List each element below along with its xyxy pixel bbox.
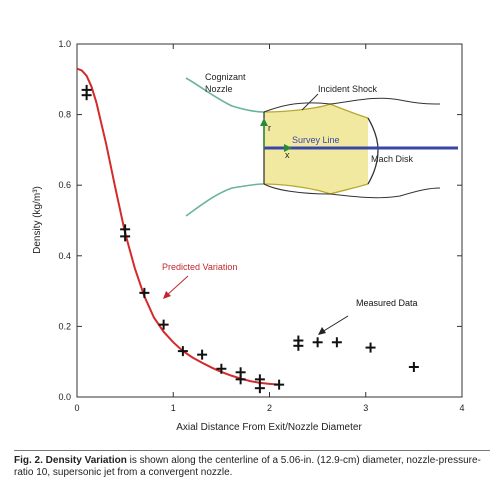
caption-lead: Fig. 2. Density Variation — [14, 455, 127, 466]
y-tick-label: 0.8 — [58, 110, 71, 120]
density-chart: 0 1 2 3 4 0.0 0.2 0.4 0.6 0.8 1.0 Axial Distance … — [32, 39, 465, 433]
predicted-arrow-shaft — [165, 275, 189, 297]
predicted-curve-layer — [76, 67, 280, 386]
y-tick-label: 1.0 — [58, 39, 71, 49]
measured-point — [331, 337, 342, 348]
measured-point — [365, 342, 376, 353]
measured-point — [120, 231, 131, 242]
label-x: x — [285, 150, 290, 160]
y-axis-label: Density (kg/m³) — [32, 186, 43, 254]
jet-boundary-lower — [263, 183, 441, 199]
y-tick-label: 0.4 — [58, 251, 71, 261]
label-survey-line: Survey Line — [292, 135, 340, 145]
x-tick-labels: 0 1 2 3 4 — [74, 403, 464, 413]
r-arrowhead — [260, 118, 268, 126]
jet-boundary-upper — [263, 97, 441, 113]
measured-point — [197, 349, 208, 360]
y-tick-label: 0.0 — [58, 392, 71, 402]
label-nozzle-line1: Cognizant — [205, 72, 246, 82]
nozzle-lower-wall — [185, 183, 265, 217]
caption-text: is shown along the centerline of a 5.06-… — [14, 455, 481, 478]
label-r: r — [268, 123, 271, 133]
x-tick-label: 2 — [267, 403, 272, 413]
annotation-measured-data-line1: Measured Data — [356, 298, 418, 308]
plot-frame — [76, 43, 463, 398]
measured-point — [235, 374, 246, 385]
predicted-variation-line — [76, 67, 280, 386]
predicted-arrowhead — [163, 291, 171, 299]
y-tick-label: 0.2 — [58, 321, 71, 331]
measured-point — [254, 374, 265, 385]
figure-caption: Fig. 2. Density Variation is shown along… — [14, 455, 490, 479]
x-arrowhead — [284, 144, 292, 152]
measured-point — [408, 361, 419, 372]
axis-ticks — [76, 43, 463, 398]
measured-point — [81, 90, 92, 101]
measured-point — [254, 383, 265, 394]
x-tick-label: 0 — [74, 403, 79, 413]
measured-points-layer — [81, 84, 419, 394]
mach-disk — [367, 117, 379, 185]
measured-arrow-shaft — [321, 315, 349, 333]
measured-point — [177, 346, 188, 357]
y-tick-labels: 0.0 0.2 0.4 0.6 0.8 1.0 — [58, 39, 71, 402]
x-axis-label: Axial Distance From Exit/Nozzle Diameter — [176, 422, 362, 433]
measured-point — [293, 340, 304, 351]
incident-shock-leader — [301, 93, 319, 111]
measured-point — [312, 337, 323, 348]
nozzle-upper-wall — [185, 77, 265, 113]
label-mach-disk: Mach Disk — [371, 154, 414, 164]
label-nozzle-line2: Nozzle — [205, 84, 233, 94]
measured-point — [216, 363, 227, 374]
label-incident-shock: Incident Shock — [318, 84, 378, 94]
measured-point — [274, 379, 285, 390]
y-tick-label: 0.6 — [58, 180, 71, 190]
measured-point — [158, 319, 169, 330]
x-tick-label: 3 — [363, 403, 368, 413]
x-tick-label: 4 — [459, 403, 464, 413]
annotation-predicted-variation: Predicted Variation — [162, 262, 237, 272]
x-tick-label: 1 — [171, 403, 176, 413]
caption-rule — [14, 450, 490, 451]
jet-schematic: Cognizant Nozzle Incident Shock Survey L… — [185, 72, 458, 217]
measured-arrowhead — [318, 327, 326, 335]
measured-point — [139, 287, 150, 298]
